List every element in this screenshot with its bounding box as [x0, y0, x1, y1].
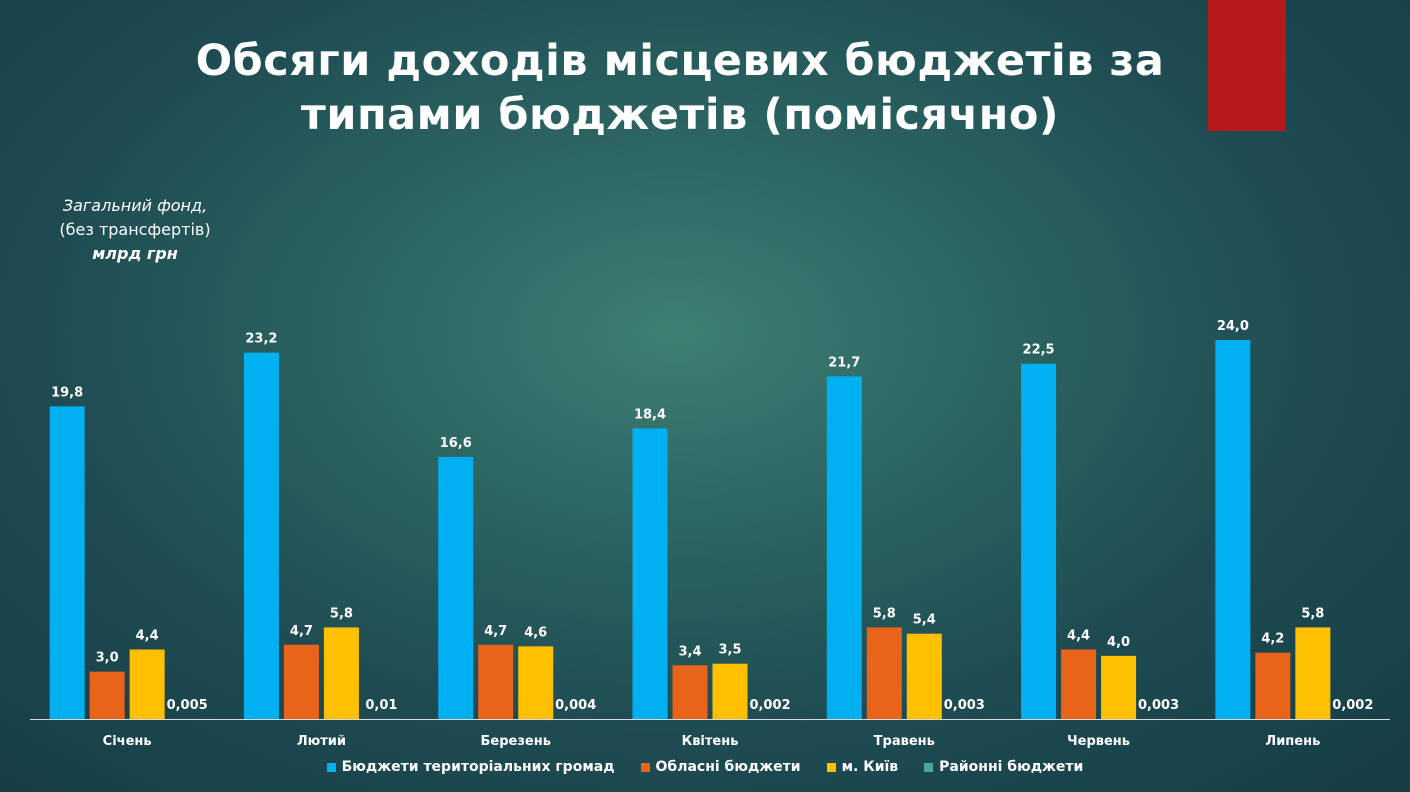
data-label: 0,002 — [1332, 698, 1373, 713]
data-label: 19,8 — [51, 385, 83, 400]
bar — [826, 376, 862, 719]
x-tick-label: Січень — [103, 734, 152, 749]
data-label: 18,4 — [634, 407, 666, 422]
legend-label: м. Київ — [841, 759, 899, 775]
data-label: 4,0 — [1107, 635, 1130, 650]
data-label: 4,2 — [1261, 632, 1284, 647]
data-label: 3,0 — [96, 651, 119, 666]
data-label: 4,4 — [1067, 629, 1090, 644]
data-label: 16,6 — [440, 436, 472, 451]
legend-item: Районні бюджети — [924, 759, 1083, 775]
legend-item: Обласні бюджети — [640, 759, 801, 775]
bar — [89, 671, 125, 719]
unit-line-1: Загальний фонд, — [62, 196, 208, 215]
data-label: 24,0 — [1217, 319, 1249, 334]
data-label: 0,002 — [749, 698, 790, 713]
bar — [438, 456, 474, 719]
x-tick-label: Червень — [1067, 734, 1130, 749]
bar — [49, 406, 85, 719]
bar — [1061, 649, 1097, 719]
bar — [1101, 655, 1137, 719]
legend-swatch — [924, 762, 934, 772]
chart-title: Обсяги доходів місцевих бюджетів за типа… — [180, 34, 1180, 142]
bar — [632, 428, 668, 719]
bar — [712, 663, 748, 719]
data-label: 22,5 — [1023, 343, 1055, 358]
legend-label: Бюджети територіальних громад — [341, 759, 615, 775]
x-tick-label: Липень — [1265, 734, 1320, 749]
bar — [478, 644, 514, 719]
bar — [1255, 652, 1291, 719]
x-tick-label: Лютий — [297, 734, 346, 749]
legend-swatch — [640, 762, 650, 772]
bar — [672, 665, 708, 719]
bar — [906, 633, 942, 719]
x-tick-label: Квітень — [682, 734, 739, 749]
title-line-1: Обсяги доходів місцевих бюджетів за — [195, 36, 1165, 86]
legend-item: м. Київ — [826, 759, 899, 775]
legend-swatch — [326, 762, 336, 772]
data-label: 0,01 — [365, 698, 397, 713]
title-line-2: типами бюджетів (помісячно) — [300, 90, 1060, 140]
bar — [283, 644, 319, 719]
bar — [323, 627, 359, 719]
data-label: 5,8 — [1301, 606, 1324, 621]
data-label: 0,005 — [167, 698, 208, 713]
bar — [1295, 627, 1331, 719]
data-label: 5,8 — [873, 606, 896, 621]
legend: Бюджети територіальних громад Обласні бюд… — [0, 759, 1410, 775]
data-label: 4,7 — [484, 624, 507, 639]
legend-item: Бюджети територіальних громад — [326, 759, 615, 775]
accent-box — [1208, 0, 1286, 131]
x-tick-label: Березень — [481, 734, 551, 749]
data-label: 3,5 — [718, 643, 741, 658]
data-label: 21,7 — [828, 355, 860, 370]
data-label: 5,4 — [913, 613, 936, 628]
data-label: 0,003 — [944, 698, 985, 713]
data-label: 4,6 — [524, 625, 547, 640]
bar — [518, 646, 554, 719]
data-label: 4,4 — [136, 629, 159, 644]
data-label: 0,003 — [1138, 698, 1179, 713]
bar — [866, 627, 902, 719]
data-label: 0,004 — [555, 698, 596, 713]
legend-swatch — [826, 762, 836, 772]
data-label: 3,4 — [678, 644, 701, 659]
bar — [243, 352, 279, 719]
data-label: 4,7 — [290, 624, 313, 639]
bar — [1215, 340, 1251, 719]
unit-line-2: (без трансфертів) — [59, 220, 211, 239]
x-tick-label: Травень — [874, 734, 935, 749]
data-label: 23,2 — [245, 332, 277, 347]
unit-line-3: млрд грн — [92, 244, 178, 263]
unit-label: Загальний фонд, (без трансфертів) млрд г… — [30, 194, 240, 266]
data-label: 5,8 — [330, 606, 353, 621]
bar — [1021, 363, 1057, 719]
legend-label: Районні бюджети — [939, 759, 1084, 775]
bar — [129, 649, 165, 719]
legend-label: Обласні бюджети — [655, 759, 801, 775]
